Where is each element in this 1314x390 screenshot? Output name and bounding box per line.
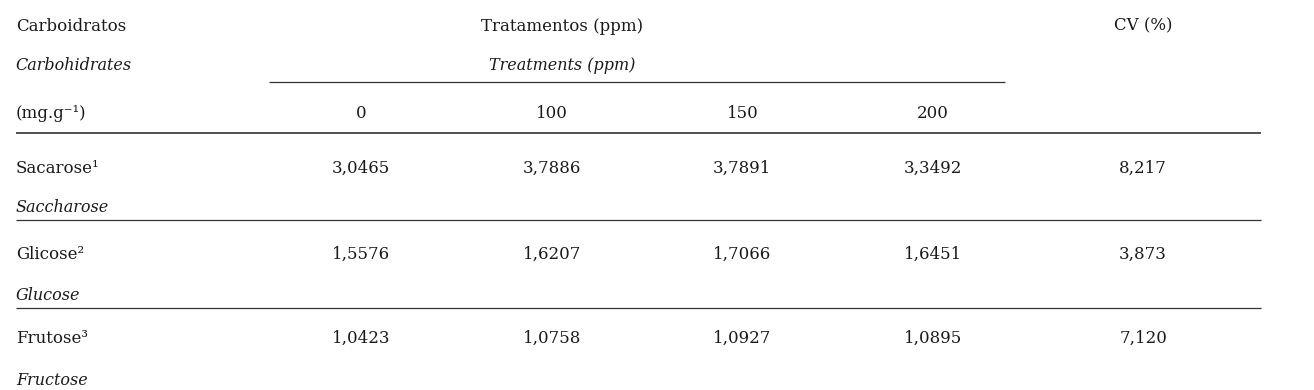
Text: 1,7066: 1,7066 [714,246,771,263]
Text: 1,6207: 1,6207 [523,246,581,263]
Text: Frutose³: Frutose³ [16,330,88,347]
Text: Carbohidrates: Carbohidrates [16,57,131,74]
Text: Glicose²: Glicose² [16,246,84,263]
Text: 7,120: 7,120 [1120,330,1167,347]
Text: CV (%): CV (%) [1114,18,1172,35]
Text: 0: 0 [356,105,367,122]
Text: 3,3492: 3,3492 [904,160,962,177]
Text: (mg.g⁻¹): (mg.g⁻¹) [16,105,87,122]
Text: Glucose: Glucose [16,287,80,304]
Text: Sacarose¹: Sacarose¹ [16,160,100,177]
Text: 1,0927: 1,0927 [714,330,771,347]
Text: 3,873: 3,873 [1120,246,1167,263]
Text: 1,0895: 1,0895 [904,330,962,347]
Text: Fructose: Fructose [16,372,88,390]
Text: 3,0465: 3,0465 [332,160,390,177]
Text: 1,5576: 1,5576 [332,246,390,263]
Text: Tratamentos (ppm): Tratamentos (ppm) [481,18,644,35]
Text: 1,0423: 1,0423 [332,330,390,347]
Text: Treatments (ppm): Treatments (ppm) [489,57,636,74]
Text: 3,7891: 3,7891 [714,160,771,177]
Text: 1,6451: 1,6451 [904,246,962,263]
Text: Carboidratos: Carboidratos [16,18,126,35]
Text: 1,0758: 1,0758 [523,330,581,347]
Text: Saccharose: Saccharose [16,199,109,216]
Text: 100: 100 [536,105,568,122]
Text: 150: 150 [727,105,758,122]
Text: 3,7886: 3,7886 [523,160,581,177]
Text: 200: 200 [917,105,949,122]
Text: 8,217: 8,217 [1120,160,1167,177]
